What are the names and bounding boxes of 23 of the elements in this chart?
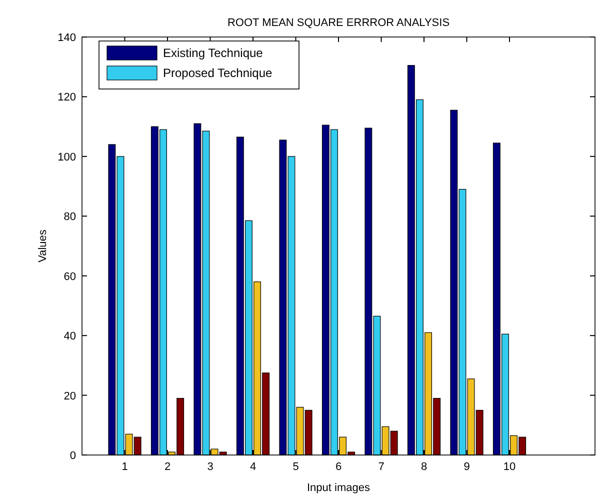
- x-tick-label: 4: [250, 461, 256, 473]
- y-tick-label: 120: [58, 92, 76, 104]
- y-axis-title: Values: [37, 229, 49, 262]
- x-tick-label: 8: [420, 461, 428, 473]
- y-tick-label: 40: [64, 330, 76, 343]
- x-tick-label: 6: [335, 461, 342, 473]
- y-tick-label: 100: [58, 151, 76, 164]
- y-tick-label: 20: [64, 390, 76, 402]
- legend-label: Proposed Technique: [163, 66, 273, 80]
- y-tick-label: 60: [64, 270, 76, 283]
- x-tick-label: 10: [503, 461, 516, 473]
- x-axis-title: Input images: [307, 482, 370, 494]
- x-tick-label: 7: [378, 461, 384, 473]
- x-tick-label: 1: [122, 461, 128, 473]
- y-tick-label: 80: [64, 211, 76, 224]
- y-tick-label: 0: [70, 450, 76, 462]
- y-tick-label: 140: [58, 32, 76, 44]
- x-tick-label: 5: [292, 461, 299, 473]
- x-tick-label: 2: [164, 461, 171, 473]
- x-tick-label: 9: [464, 461, 470, 473]
- chart-title: ROOT MEAN SQUARE ERRROR ANALYSIS: [227, 17, 450, 29]
- legend-label: Existing Technique: [163, 46, 264, 60]
- x-tick-label: 3: [207, 461, 214, 473]
